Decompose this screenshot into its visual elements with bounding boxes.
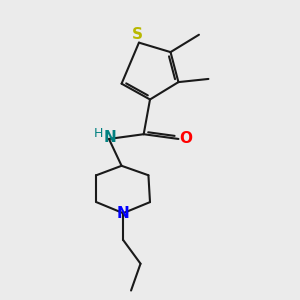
Text: N: N bbox=[103, 130, 116, 145]
Text: S: S bbox=[132, 27, 143, 42]
Text: O: O bbox=[179, 131, 192, 146]
Text: H: H bbox=[94, 127, 104, 140]
Text: N: N bbox=[117, 206, 130, 221]
